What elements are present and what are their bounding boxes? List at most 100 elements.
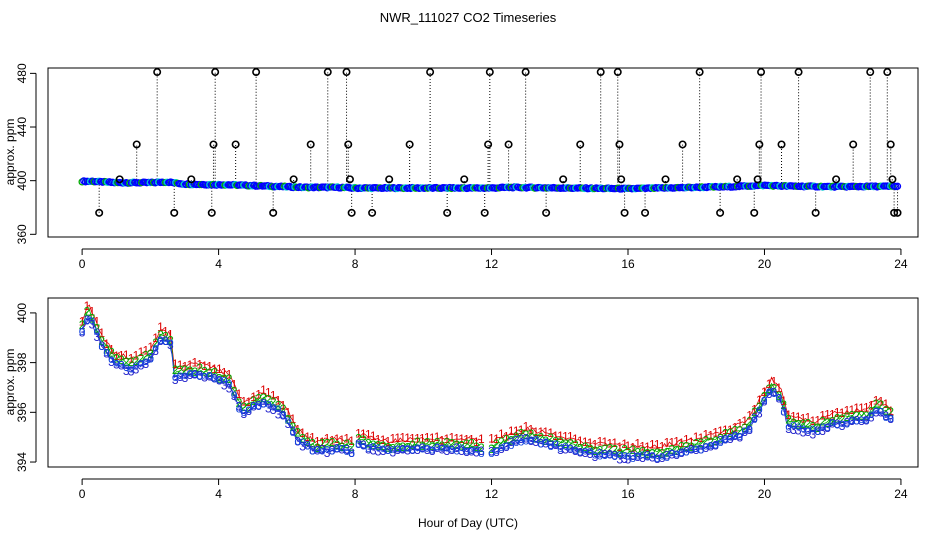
series-1-marker: 1 bbox=[206, 359, 213, 373]
series-2-marker: 2 bbox=[577, 441, 584, 455]
series-1-marker: 1 bbox=[375, 433, 382, 447]
spike-point bbox=[641, 208, 650, 217]
series-2-marker: 2 bbox=[542, 434, 549, 448]
series-2-marker: 2 bbox=[419, 439, 426, 453]
series-2-marker: 2 bbox=[557, 435, 564, 449]
series-1-marker: 1 bbox=[839, 406, 846, 420]
series-2-marker: 2 bbox=[162, 329, 169, 343]
series-o-line bbox=[358, 442, 482, 454]
series-3-marker: 3 bbox=[324, 446, 331, 460]
spike-point bbox=[170, 208, 179, 217]
series-2-marker: 2 bbox=[503, 433, 510, 447]
series-2-marker: 2 bbox=[390, 442, 397, 456]
series-2-marker: 2 bbox=[533, 432, 540, 446]
spike-point bbox=[613, 68, 622, 77]
bottom-x-tick-label: 0 bbox=[79, 487, 86, 501]
series-1-marker: 1 bbox=[221, 366, 228, 380]
series-2-marker: 2 bbox=[508, 434, 515, 448]
series-1-line bbox=[491, 426, 625, 447]
series-1-marker: 1 bbox=[84, 299, 91, 313]
series-1-line bbox=[358, 432, 482, 444]
series-1-marker: 1 bbox=[365, 428, 372, 442]
series-3-marker: 3 bbox=[187, 368, 194, 382]
series-3-marker: 3 bbox=[518, 432, 525, 446]
series-3-marker: 3 bbox=[458, 444, 465, 458]
series-1-marker: 1 bbox=[644, 440, 651, 454]
series-3-marker: 3 bbox=[644, 448, 651, 462]
series-1-marker: 1 bbox=[147, 340, 154, 354]
series-2-marker: 2 bbox=[887, 405, 894, 419]
spike-point bbox=[153, 68, 162, 77]
series-o-marker: o bbox=[493, 443, 500, 457]
series-1-marker: 1 bbox=[226, 367, 233, 381]
series-o-marker: o bbox=[162, 334, 169, 348]
series-3-marker: 3 bbox=[513, 434, 520, 448]
series-o-marker: o bbox=[639, 447, 646, 461]
series-2-marker: 2 bbox=[707, 435, 714, 449]
spike-point bbox=[596, 68, 605, 77]
series-3-marker: 3 bbox=[741, 425, 748, 439]
series-1-marker: 1 bbox=[343, 432, 350, 446]
series-1-marker: 1 bbox=[868, 398, 875, 412]
series-2-marker: 2 bbox=[380, 439, 387, 453]
series-1-marker: 1 bbox=[533, 425, 540, 439]
series-2-marker: 2 bbox=[142, 348, 149, 362]
series-3-marker: 3 bbox=[448, 443, 455, 457]
series-1-marker: 1 bbox=[592, 438, 599, 452]
series-1-marker: 1 bbox=[201, 359, 208, 373]
series-3-marker: 3 bbox=[468, 444, 475, 458]
series-3-marker: 3 bbox=[177, 370, 184, 384]
series-3-marker: 3 bbox=[712, 439, 719, 453]
series-1-marker: 1 bbox=[133, 348, 140, 362]
series-o-marker: o bbox=[824, 420, 831, 434]
series-1-marker: 1 bbox=[785, 408, 792, 422]
series-3-marker: 3 bbox=[355, 437, 362, 451]
series-o-marker: o bbox=[717, 435, 724, 449]
series-o-marker: o bbox=[693, 441, 700, 455]
series-1-marker: 1 bbox=[355, 427, 362, 441]
series-2-marker: 2 bbox=[177, 363, 184, 377]
series-3-marker: 3 bbox=[834, 417, 841, 431]
series-1-marker: 1 bbox=[255, 387, 262, 401]
series-3-marker: 3 bbox=[616, 452, 623, 466]
series-2-marker: 2 bbox=[819, 415, 826, 429]
series-3-marker: 3 bbox=[528, 434, 535, 448]
series-2-marker: 2 bbox=[810, 420, 817, 434]
series-o-marker: o bbox=[221, 373, 228, 387]
series-o-marker: o bbox=[858, 412, 865, 426]
series-1-marker: 1 bbox=[508, 424, 515, 438]
series-1-marker: 1 bbox=[795, 410, 802, 424]
series-o-marker: o bbox=[375, 440, 382, 454]
series-o-marker: o bbox=[611, 449, 618, 463]
series-o-marker: o bbox=[187, 365, 194, 379]
series-1-marker: 1 bbox=[587, 436, 594, 450]
series-2-marker: 2 bbox=[712, 434, 719, 448]
top-x-tick-label: 12 bbox=[485, 257, 499, 271]
series-2-marker: 2 bbox=[280, 402, 287, 416]
series-o-marker: o bbox=[498, 440, 505, 454]
series-o-marker: o bbox=[385, 443, 392, 457]
bottom-x-tick-label: 4 bbox=[215, 487, 222, 501]
series-2-marker: 2 bbox=[424, 435, 431, 449]
series-o-marker: o bbox=[260, 397, 267, 411]
series-2-marker: 2 bbox=[89, 311, 96, 325]
series-2-marker: 2 bbox=[285, 413, 292, 427]
series-2-marker: 2 bbox=[611, 442, 618, 456]
series-3-marker: 3 bbox=[123, 364, 130, 378]
series-2-marker: 2 bbox=[878, 398, 885, 412]
series-2-marker: 2 bbox=[167, 333, 174, 347]
series-o-marker: o bbox=[409, 442, 416, 456]
series-1-marker: 1 bbox=[103, 337, 110, 351]
series-2-marker: 2 bbox=[756, 400, 763, 414]
series-1-marker: 1 bbox=[630, 441, 637, 455]
series-3-marker: 3 bbox=[597, 447, 604, 461]
series-1-marker: 1 bbox=[537, 425, 544, 439]
series-3-marker: 3 bbox=[537, 436, 544, 450]
series-3-marker: 3 bbox=[863, 414, 870, 428]
series-1-marker: 1 bbox=[167, 328, 174, 342]
series-1-marker: 1 bbox=[664, 435, 671, 449]
series-1-marker: 1 bbox=[712, 425, 719, 439]
series-3-marker: 3 bbox=[409, 443, 416, 457]
series-2-marker: 2 bbox=[93, 322, 100, 336]
spike-point bbox=[252, 68, 261, 77]
